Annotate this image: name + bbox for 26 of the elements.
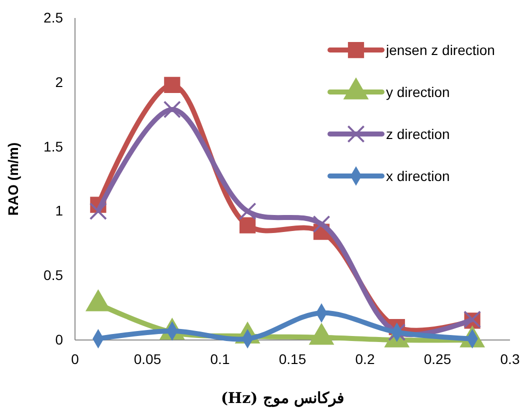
- point: [388, 323, 406, 342]
- point: [89, 202, 107, 220]
- point: [164, 76, 180, 94]
- x-tick-label: 0.2: [355, 350, 375, 367]
- point: [238, 202, 256, 220]
- x-tick-label: 0: [71, 350, 80, 367]
- legend-label: x direction: [386, 168, 450, 184]
- point: [239, 217, 256, 234]
- x-tick-label: 0.15: [278, 350, 306, 367]
- point: [312, 215, 330, 233]
- y-axis-title: RAO (m/m): [5, 142, 21, 216]
- y-tick-label: 0: [55, 331, 64, 348]
- legend-label: z direction: [386, 126, 450, 142]
- x-axis-title: فرکانس موج (Hz): [220, 389, 344, 407]
- x-tick-label: 0.1: [210, 350, 230, 367]
- y-tick-label: 1: [55, 202, 64, 219]
- x-tick-label: 0.25: [424, 350, 452, 367]
- point: [163, 100, 181, 118]
- x-tick-label: 0.05: [134, 350, 162, 367]
- legend-label: jensen z direction: [385, 42, 495, 58]
- y-tick-label: 0.5: [44, 267, 64, 284]
- y-tick-label: 1.5: [44, 138, 64, 154]
- x-tick-label: 0.3: [500, 350, 520, 367]
- y-tick-label: 2: [55, 74, 64, 90]
- y-tick-label: 2.5: [44, 9, 64, 26]
- legend-label: y direction: [386, 84, 450, 100]
